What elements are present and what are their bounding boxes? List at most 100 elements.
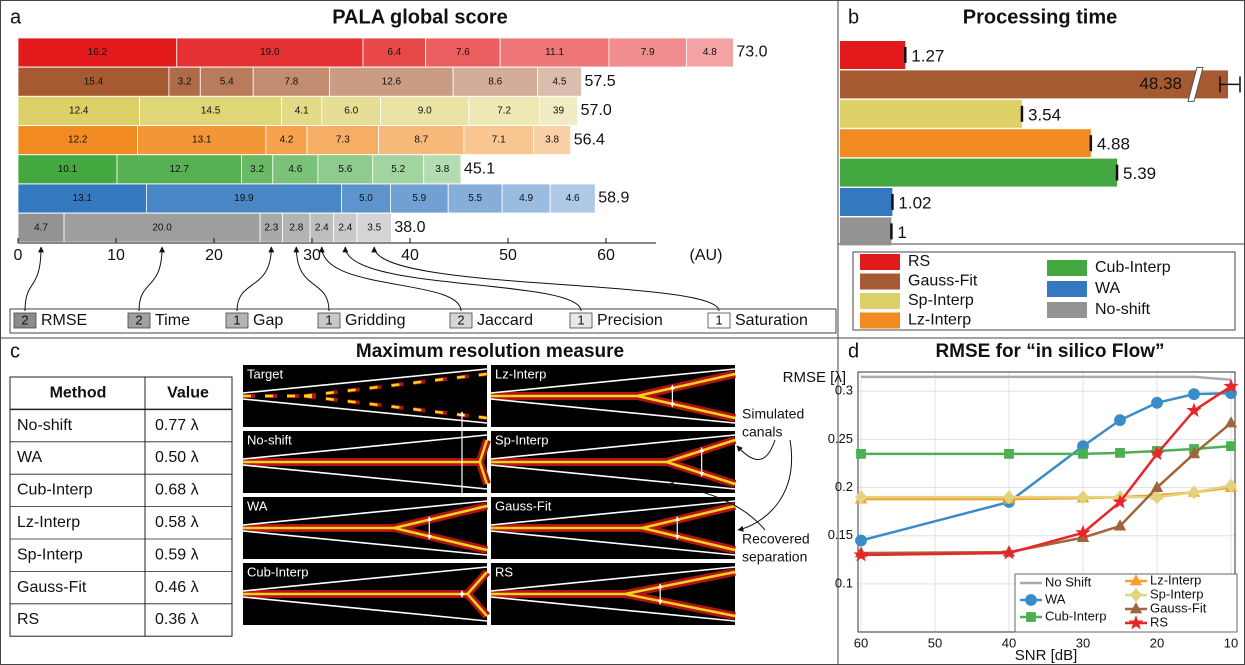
y-tick-label: 0.15 [828, 527, 853, 542]
legend-arrow [342, 246, 582, 312]
segment-label: 5.0 [359, 193, 373, 204]
image-signal-core [491, 504, 736, 552]
table-cell: 0.46 λ [155, 579, 199, 596]
segment-label: 14.5 [201, 106, 221, 117]
bar [840, 217, 892, 246]
bar-segment [447, 183, 503, 214]
table-cell: 0.59 λ [155, 546, 199, 563]
bar-segment [452, 66, 538, 97]
y-axis-label: RMSE [λ] [783, 369, 846, 386]
annotation-arrow [737, 439, 792, 532]
segment-label: 13.1 [192, 135, 212, 146]
point [1115, 447, 1125, 458]
legend-arrow [236, 246, 275, 312]
image-signal-core [243, 571, 488, 617]
value-label: 1.02 [898, 193, 931, 212]
panel-label: a [10, 6, 22, 28]
bar-segment [281, 96, 323, 126]
segment-label: 16.2 [88, 47, 108, 58]
table-cell: No-shift [17, 417, 73, 434]
segment-label: 7.6 [456, 47, 470, 58]
bar-segment [139, 96, 283, 126]
legend-label: Gridding [345, 312, 405, 329]
annotation: canals [742, 424, 782, 440]
legend-swatch [860, 293, 900, 309]
bar-segment [468, 96, 540, 126]
image-signal-core [243, 372, 488, 420]
table-cell: 0.77 λ [155, 417, 199, 434]
x-tick-label: 0 [14, 247, 23, 264]
value-label: 1 [897, 223, 906, 242]
bar-segment [423, 154, 462, 185]
segment-label: 4.1 [295, 106, 309, 117]
point [1075, 524, 1091, 540]
total-label: 57.5 [585, 73, 616, 90]
bar [840, 70, 1228, 99]
segment-label: 2.3 [264, 222, 278, 233]
x-tick-label: 40 [401, 247, 419, 264]
legend-arrow [371, 246, 720, 312]
segment-label: 3.8 [545, 135, 559, 146]
image-label: Lz-Interp [495, 366, 546, 381]
legend-swatch [860, 312, 900, 329]
segment-label: 2.4 [338, 222, 352, 233]
y-tick-label: 0.25 [828, 431, 853, 446]
canal-wall [490, 500, 736, 556]
image-label: Target [247, 366, 284, 381]
canal-wall [242, 500, 488, 556]
point [1223, 378, 1239, 393]
y-tick-label: 0.2 [835, 479, 853, 494]
segment-label: 7.8 [284, 76, 298, 87]
segment-label: 3.5 [367, 222, 381, 233]
bar-segment [463, 125, 534, 155]
segment-label: 7.1 [492, 135, 506, 146]
legend-label: WA [1095, 280, 1121, 297]
bar-segment [538, 96, 578, 126]
bar-segment [389, 183, 449, 214]
bar-segment [252, 66, 331, 97]
point [1113, 519, 1127, 531]
point [1076, 490, 1090, 505]
legend-label: RS [908, 253, 930, 270]
legend-label: Gauss-Fit [1150, 600, 1207, 615]
segment-label: 2.8 [289, 222, 303, 233]
bar-segment [63, 212, 261, 243]
point [1226, 441, 1236, 452]
image-signal-core [243, 504, 488, 552]
image-label: WA [247, 498, 268, 513]
point [1114, 414, 1126, 427]
bar-segment [17, 37, 178, 68]
legend-swatch [860, 254, 900, 270]
legend [852, 251, 1236, 331]
canal-wall [490, 434, 736, 490]
segment-label: 12.2 [68, 135, 88, 146]
bar-segment [501, 183, 551, 214]
segment-label: 4.8 [703, 47, 717, 58]
segment-label: 15.4 [84, 76, 104, 87]
annotation-arrow [736, 439, 776, 460]
legend-arrow [293, 246, 330, 312]
point [1186, 402, 1202, 417]
legend-swatch [707, 312, 731, 329]
table-cell: Cub-Interp [17, 482, 93, 499]
point [1150, 490, 1164, 505]
segment-label: 5.5 [468, 193, 482, 204]
legend-swatch [1047, 260, 1087, 276]
canal-wall [490, 566, 736, 622]
point [1002, 490, 1016, 505]
image-label: No-shift [247, 432, 292, 447]
bar-segment [17, 183, 147, 214]
legend-label: Gap [253, 312, 283, 329]
series-line [861, 444, 1232, 456]
total-label: 45.1 [464, 161, 495, 178]
image-label: Cub-Interp [247, 564, 308, 579]
point [1224, 478, 1238, 493]
canal-wall [242, 566, 488, 622]
bar-segment [549, 183, 596, 214]
point [1026, 612, 1036, 622]
segment-label: 20.0 [152, 222, 172, 233]
bar-segment [282, 212, 311, 243]
annotation: Recovered [742, 531, 810, 547]
value-label: 1.27 [911, 46, 944, 65]
total-label: 57.0 [581, 102, 612, 119]
